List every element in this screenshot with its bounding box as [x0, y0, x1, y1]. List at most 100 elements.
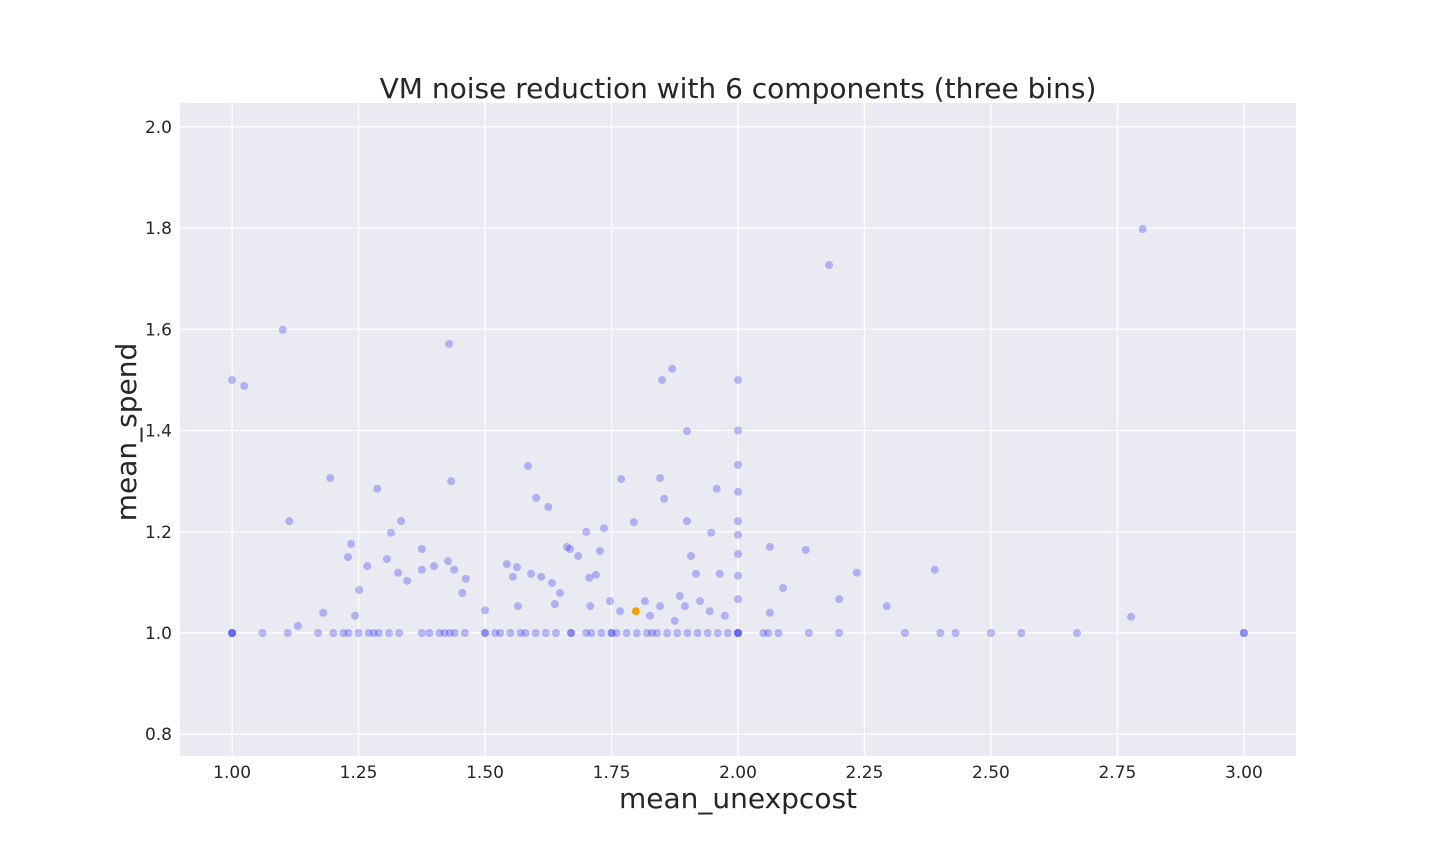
chart-title: VM noise reduction with 6 components (th… — [380, 72, 1097, 105]
y-tick-label: 1.2 — [145, 523, 172, 543]
point — [673, 628, 682, 637]
point — [481, 606, 490, 615]
point — [585, 573, 594, 582]
point — [693, 628, 702, 637]
point — [541, 628, 550, 637]
point — [458, 589, 467, 598]
point — [586, 602, 595, 611]
point — [764, 628, 773, 637]
point — [394, 568, 403, 577]
point — [566, 544, 575, 553]
point — [527, 569, 536, 578]
grid — [180, 103, 1296, 756]
point — [682, 427, 691, 436]
point — [640, 597, 649, 606]
point — [329, 628, 338, 637]
point — [563, 542, 572, 551]
point — [440, 628, 449, 637]
point — [369, 628, 378, 637]
y-axis-label: mean_spend — [110, 343, 143, 522]
point — [258, 628, 267, 637]
point — [343, 553, 352, 562]
point — [734, 426, 742, 435]
point — [417, 565, 426, 574]
point — [496, 628, 505, 637]
point — [759, 628, 768, 637]
point — [395, 628, 404, 637]
point — [354, 628, 363, 637]
point — [516, 628, 525, 637]
point — [344, 628, 353, 637]
point — [285, 517, 294, 526]
x-axis-label: mean_unexpcost — [619, 782, 857, 815]
point — [228, 628, 237, 637]
point — [616, 607, 625, 616]
point — [734, 375, 742, 384]
point — [567, 628, 576, 637]
point — [537, 572, 546, 581]
point — [351, 611, 360, 620]
point — [1127, 612, 1136, 621]
point — [632, 628, 641, 637]
y-tick-label: 1.8 — [145, 219, 172, 239]
point — [283, 628, 292, 637]
x-tick-label: 2.00 — [719, 763, 757, 783]
point — [374, 628, 383, 637]
point — [512, 563, 521, 572]
point — [547, 578, 556, 587]
x-tick-label: 1.75 — [593, 763, 631, 783]
point — [521, 628, 530, 637]
point — [779, 583, 788, 592]
point — [607, 628, 616, 637]
point — [582, 628, 591, 637]
point — [734, 628, 742, 637]
point — [355, 585, 364, 594]
point — [587, 628, 596, 637]
point — [326, 474, 335, 483]
point — [574, 552, 583, 561]
point — [951, 628, 960, 637]
point — [384, 628, 393, 637]
point — [425, 628, 434, 637]
y-tick-label: 1.6 — [145, 320, 172, 340]
point — [364, 628, 373, 637]
point — [705, 607, 714, 616]
x-tick-label: 2.50 — [972, 763, 1010, 783]
point — [508, 572, 517, 581]
point — [723, 628, 732, 637]
x-tick-label: 1.50 — [466, 763, 504, 783]
x-tick-label: 2.75 — [1098, 763, 1136, 783]
point — [445, 628, 454, 637]
point — [734, 595, 742, 604]
x-tick-label: 2.25 — [846, 763, 884, 783]
point — [597, 628, 606, 637]
point — [397, 517, 406, 526]
point — [228, 628, 237, 637]
x-tick-label: 3.00 — [1225, 763, 1263, 783]
point — [599, 524, 608, 533]
point — [692, 569, 701, 578]
point — [675, 592, 684, 601]
point — [660, 494, 669, 503]
point — [645, 611, 654, 620]
point — [551, 628, 560, 637]
point — [986, 628, 995, 637]
point — [461, 574, 470, 583]
point — [491, 628, 500, 637]
point — [930, 565, 939, 574]
point — [683, 628, 692, 637]
point — [293, 621, 302, 630]
point — [607, 628, 616, 637]
point — [686, 552, 695, 561]
point — [765, 608, 774, 617]
point — [532, 493, 541, 502]
point — [450, 565, 459, 574]
point — [278, 325, 287, 334]
point — [703, 628, 712, 637]
point — [647, 628, 656, 637]
point — [506, 628, 515, 637]
point — [595, 546, 604, 555]
point — [524, 461, 533, 470]
point — [403, 576, 412, 585]
